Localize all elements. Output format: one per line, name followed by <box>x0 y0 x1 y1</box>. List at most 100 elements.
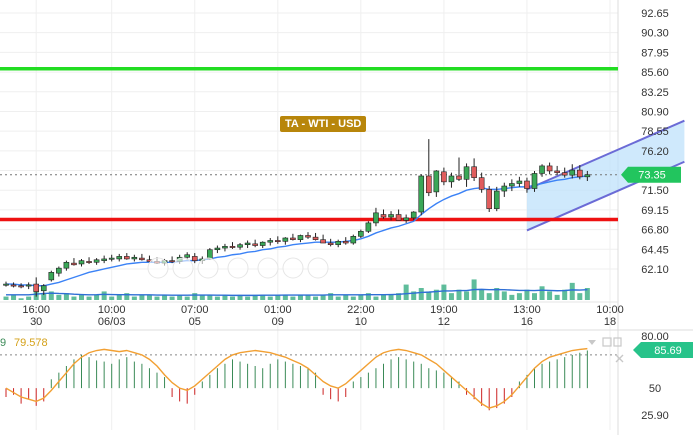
panel-copy-icon[interactable] <box>613 337 622 347</box>
candle-body <box>569 169 576 176</box>
candle <box>388 211 394 221</box>
candle <box>456 157 462 182</box>
candle-body <box>237 244 243 248</box>
panel-close-icon[interactable] <box>615 354 624 363</box>
candle <box>10 282 17 288</box>
volume-bar <box>328 293 334 300</box>
horizontal-levels[interactable] <box>0 66 618 222</box>
candle <box>259 241 266 249</box>
volume-bar <box>3 296 9 300</box>
panel-settings-icon[interactable] <box>588 340 596 345</box>
candle <box>448 172 455 188</box>
volume-bar <box>403 284 409 300</box>
candle-body <box>71 262 77 266</box>
candle-body <box>478 177 485 190</box>
price-tick-label: 69.15 <box>641 205 669 217</box>
candle <box>40 284 47 295</box>
candle <box>546 162 553 175</box>
volume-bar <box>230 296 235 300</box>
candle <box>305 232 311 239</box>
volume-bar <box>509 294 515 300</box>
volume-bar <box>584 288 590 300</box>
candle-body <box>350 236 357 244</box>
candle-body <box>93 259 100 263</box>
price-tick-label: 87.95 <box>641 47 669 59</box>
volume-bar <box>162 294 168 300</box>
volume-bar <box>86 296 92 300</box>
volume-bar <box>479 289 485 300</box>
candle <box>297 234 304 243</box>
candle <box>3 281 9 287</box>
time-axis[interactable]: 16:003010:0006/0307:000501:000922:001019… <box>22 304 623 328</box>
fast-forward-icon[interactable] <box>307 257 329 279</box>
candle <box>373 207 379 227</box>
volume-bar <box>411 291 417 300</box>
candle-body <box>441 171 447 183</box>
volume-bar <box>56 294 62 300</box>
candle <box>584 170 591 182</box>
volume-bar <box>562 289 568 300</box>
candle <box>139 253 145 261</box>
volume-bar <box>448 293 454 300</box>
candle <box>101 255 107 264</box>
oscillator-panel[interactable]: 50 25.90 80.00 <box>0 331 669 422</box>
volume-bar <box>18 298 24 300</box>
candle <box>48 270 55 282</box>
candle <box>93 258 100 265</box>
oscillator-period-label: 9 <box>0 337 6 349</box>
candle <box>237 243 243 250</box>
volume-bar <box>177 294 183 300</box>
volume-bar <box>214 296 220 300</box>
volume-bar <box>494 288 500 300</box>
candle <box>501 182 508 197</box>
volume-bar <box>146 294 152 300</box>
candle <box>531 170 538 192</box>
candle <box>350 234 357 245</box>
scroll-left-icon[interactable] <box>197 257 219 279</box>
volume-bar <box>139 294 145 300</box>
candle-body <box>222 246 228 249</box>
zoom-in-icon[interactable] <box>172 257 194 279</box>
volume-bar <box>569 282 575 300</box>
candle-body <box>546 165 553 172</box>
zoom-out-icon[interactable] <box>147 257 169 279</box>
candle-body <box>358 230 364 237</box>
volume-bar <box>539 286 545 300</box>
scroll-right-icon[interactable] <box>257 257 279 279</box>
volume-bar <box>396 293 402 300</box>
chart-nav-controls[interactable] <box>147 257 329 279</box>
instrument-label[interactable]: TA - WTI - USD <box>280 116 367 132</box>
oscillator-line <box>5 347 588 409</box>
candle-body <box>274 240 281 243</box>
date-tick-label: 18 <box>604 316 616 328</box>
candle <box>410 211 417 221</box>
price-axis[interactable]: 92.65 90.30 87.95 85.60 83.25 80.90 78.55 76.20… <box>641 8 669 276</box>
candle-body <box>25 284 32 287</box>
volume-bar <box>532 293 537 300</box>
oscillator-tick-label: 25.90 <box>641 410 669 422</box>
candle <box>78 258 85 267</box>
volume-bar <box>71 296 77 300</box>
candle <box>25 282 32 290</box>
volume-bar <box>501 291 507 300</box>
price-tick-label: 66.80 <box>641 225 669 237</box>
candle-body <box>335 241 342 245</box>
volume-bar <box>516 293 522 300</box>
candle-body <box>244 242 251 245</box>
date-tick-label: 16 <box>521 316 533 328</box>
reset-icon[interactable] <box>227 257 249 279</box>
panel-maximize-icon[interactable] <box>602 337 612 347</box>
price-tick-label: 76.20 <box>641 146 669 158</box>
candle-body <box>282 237 289 242</box>
candle-body <box>252 243 258 246</box>
candles[interactable] <box>3 139 591 297</box>
candle-body <box>290 237 296 240</box>
candle-body <box>539 165 545 174</box>
date-tick-label: 10 <box>355 316 367 328</box>
price-tick-label: 71.50 <box>641 185 669 197</box>
candle <box>191 253 198 264</box>
play-icon[interactable] <box>282 257 304 279</box>
price-tick-label: 62.10 <box>641 264 669 276</box>
